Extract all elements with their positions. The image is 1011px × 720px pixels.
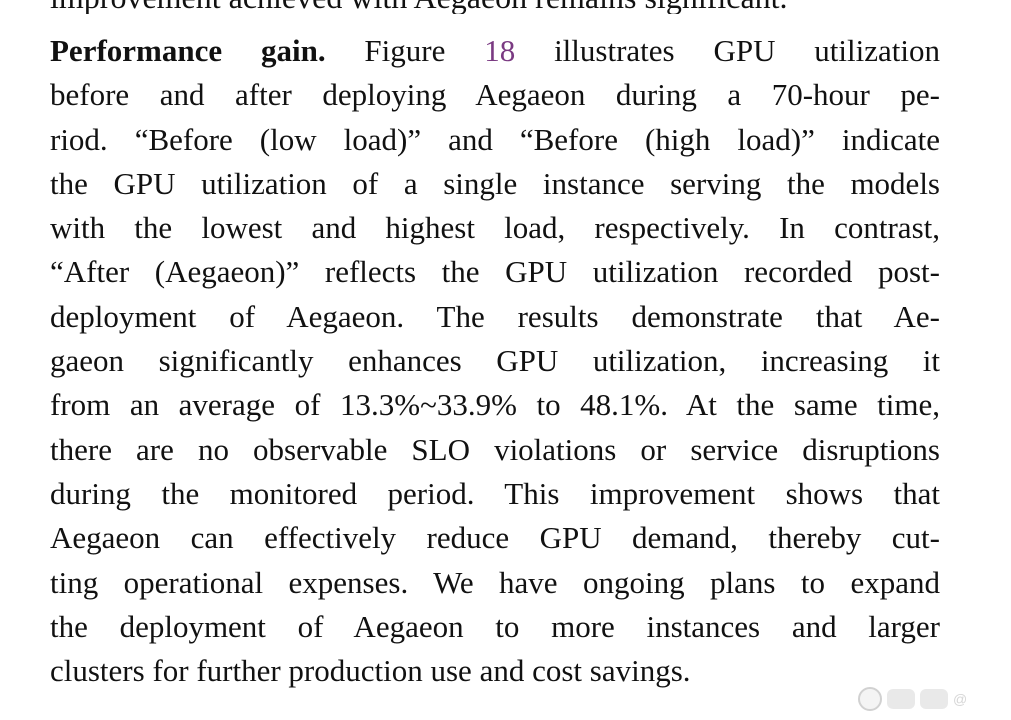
watermark-handle-block [887, 689, 915, 709]
paragraph-line-3: riod. “Before (low load)” and “Before (h… [50, 121, 940, 157]
paragraph-line-2: before and after deploying Aegaeon durin… [50, 77, 940, 113]
platform-logo-icon [858, 687, 882, 711]
figure-reference-link[interactable]: 18 [484, 33, 516, 68]
paragraph-line-13: ting operational expenses. We have ongoi… [50, 564, 940, 600]
paragraph-line-12: Aegaeon can effectively reduce GPU deman… [50, 520, 940, 556]
paragraph-line-1: Performance gain. Figure 18 illustrates … [50, 29, 940, 73]
paragraph-line-4: the GPU utilization of a single instance… [50, 165, 940, 201]
paragraph-line-7: deployment of Aegaeon. The results demon… [50, 298, 940, 334]
paragraph-line-15: clusters for further production use and … [50, 653, 691, 689]
paragraph-line-6: “After (Aegaeon)” reflects the GPU utili… [50, 254, 940, 290]
paragraph-line-11: during the monitored period. This improv… [50, 475, 940, 511]
watermark-text: @ [953, 691, 968, 707]
watermark: @ [858, 682, 1008, 716]
run-in-heading: Performance gain. [50, 33, 326, 68]
line-1-pre: Figure [325, 33, 485, 68]
paragraph-line-10: there are no observable SLO violations o… [50, 431, 940, 467]
watermark-handle-block [920, 689, 948, 709]
paragraph-line-9: from an average of 13.3%~33.9% to 48.1%.… [50, 387, 940, 423]
paragraph-line-5: with the lowest and highest load, respec… [50, 210, 940, 246]
previous-paragraph-fragment: improvement achieved with Aegaeon remain… [50, 0, 950, 14]
paragraph-line-8: gaeon significantly enhances GPU utiliza… [50, 343, 940, 379]
paragraph-line-14: the deployment of Aegaeon to more instan… [50, 608, 940, 644]
performance-gain-paragraph: Performance gain. Figure 18 illustrates … [50, 29, 940, 693]
line-1-post: illustrates GPU utilization [515, 33, 941, 68]
